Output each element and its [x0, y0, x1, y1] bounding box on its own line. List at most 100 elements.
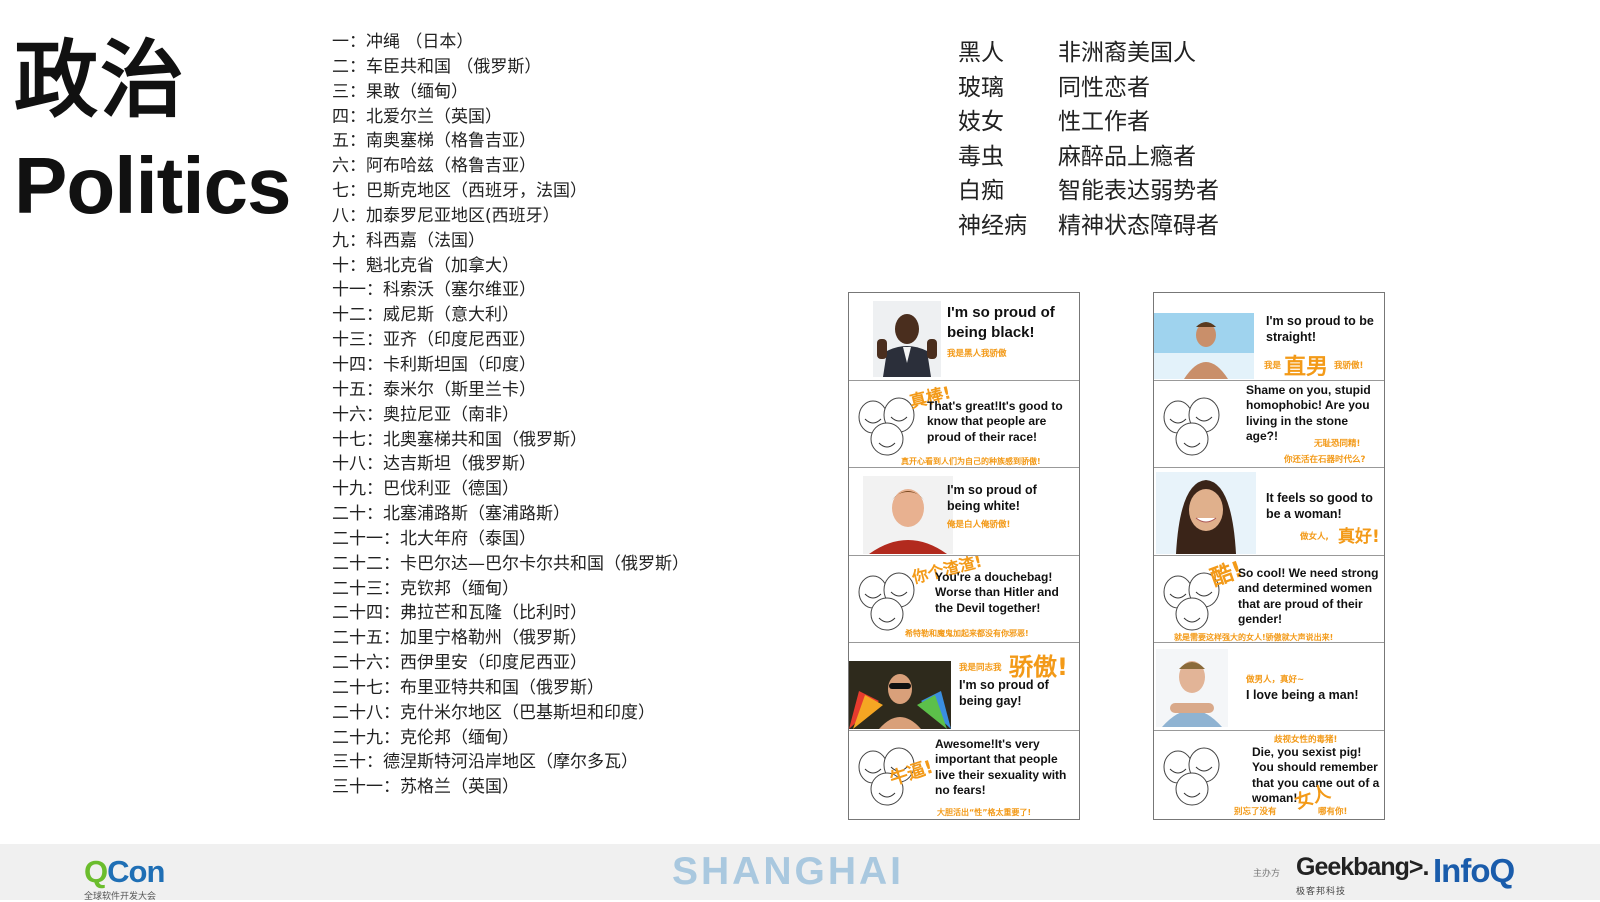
- comic-panel: 我是同志我 骄傲! I'm so proud of being gay!: [849, 643, 1079, 731]
- term-row: 毒虫 麻醉品上瘾者: [958, 137, 1219, 172]
- comic-caption-cn: 就是需要这样强大的女人!骄傲就大声说出来!: [1174, 632, 1334, 642]
- rage-faces-icon: [858, 747, 915, 805]
- region-item: 十：魁北克省（加拿大）: [332, 255, 519, 276]
- region-item: 九：科西嘉（法国）: [332, 230, 485, 251]
- term-row: 妓女 性工作者: [958, 102, 1219, 137]
- region-item: 八：加泰罗尼亚地区(西班牙）: [332, 205, 560, 226]
- man-rainbow-wings-photo: [849, 661, 951, 729]
- comic-caption-cn: 大胆活出“性”格太重要了!: [937, 807, 1032, 817]
- comic-panel: 酷! So cool! We need strong and determine…: [1154, 556, 1384, 643]
- region-item: 一：冲绳 （日本）: [332, 32, 474, 52]
- comic-caption-cn: 做女人,: [1300, 532, 1329, 542]
- term-new: 智能表达弱势者: [1058, 178, 1219, 205]
- comic-exclaim: 骄傲!: [1009, 653, 1068, 681]
- region-item: 二十八：克什米尔地区（巴基斯坦和印度）: [332, 702, 655, 723]
- region-item: 七：巴斯克地区（西班牙，法国）: [332, 181, 587, 202]
- region-item: 二十五：加里宁格勒州（俄罗斯）: [332, 628, 587, 649]
- comic-caption-cn: 我骄傲!: [1334, 361, 1364, 371]
- shirtless-man-beach-photo: [1154, 313, 1254, 379]
- rage-faces-icon: [1163, 572, 1220, 630]
- comic-caption-en: I'm so proud to be straight!: [1266, 314, 1374, 345]
- region-item: 五：南奥塞梯（格鲁吉亚）: [332, 131, 536, 152]
- region-item: 十八：达吉斯坦（俄罗斯）: [332, 454, 536, 475]
- comic-exclaim: 直男: [1284, 355, 1329, 380]
- comic-caption-en: Shame on you, stupid homophobic! Are you…: [1246, 382, 1371, 444]
- comic-caption-cn: 我是: [1264, 361, 1282, 371]
- term-new: 非洲裔美国人: [1058, 40, 1196, 66]
- geekbang-logo: Geekbang>.: [1296, 853, 1429, 881]
- comic-caption-en: I'm so proud of being black!: [947, 304, 1055, 341]
- region-item: 二十七：布里亚特共和国（俄罗斯）: [332, 677, 604, 698]
- city-label: SHANGHAI: [672, 850, 905, 893]
- region-item: 二十：北塞浦路斯（塞浦路斯）: [332, 504, 570, 525]
- rage-faces-icon: [858, 397, 915, 455]
- region-item: 十一：科索沃（塞尔维亚）: [332, 280, 536, 301]
- term-row: 神经病 精神状态障碍者: [958, 206, 1219, 241]
- region-item: 十五：泰米尔（斯里兰卡）: [332, 379, 536, 400]
- term-old: 玻璃: [958, 74, 1004, 101]
- term-new: 精神状态障碍者: [1058, 212, 1219, 239]
- region-item: 三十一：苏格兰（英国）: [332, 777, 519, 798]
- page-title-en: Politics: [14, 141, 292, 230]
- host-label: 主办方: [1253, 869, 1281, 879]
- term-old: 神经病: [958, 212, 1027, 239]
- region-item: 六：阿布哈兹（格鲁吉亚）: [332, 156, 536, 177]
- geekbang-subtitle: 极客邦科技: [1296, 887, 1347, 897]
- comic-caption-en: I'm so proud of being white!: [947, 483, 1037, 514]
- region-item: 二十二：卡巴尔达—巴尔卡尔共和国（俄罗斯）: [332, 553, 689, 574]
- qcon-logo-con: Con: [107, 854, 165, 889]
- comic-exclaim: 真好!: [1338, 527, 1380, 547]
- term-new: 性工作者: [1058, 109, 1150, 136]
- comic-caption-cn: 俺是白人俺骄傲!: [947, 520, 1011, 530]
- term-old: 妓女: [958, 109, 1004, 136]
- smiling-man-suit-photo: [873, 301, 941, 377]
- comic-panel: Shame on you, stupid homophobic! Are you…: [1154, 381, 1384, 468]
- term-old: 白痴: [958, 178, 1004, 205]
- comic-caption-en: So cool! We need strong and determined w…: [1238, 565, 1379, 627]
- term-row: 黑人 非洲裔美国人: [958, 33, 1219, 68]
- comic-caption-cn: 无耻恐同精!: [1314, 438, 1361, 449]
- comic-caption-en: It feels so good to be a woman!: [1266, 491, 1373, 522]
- comic-caption-en: I love being a man!: [1246, 688, 1359, 702]
- comic-panel: 真棒! That's great!It's good to know that …: [849, 381, 1079, 468]
- comic-panel: I'm so proud of being black! 我是黑人我骄傲: [849, 293, 1079, 381]
- region-item: 二：车臣共和国 （俄罗斯）: [332, 56, 542, 77]
- rage-faces-icon: [1163, 397, 1220, 455]
- term-old: 黑人: [958, 40, 1004, 66]
- footer-bar: QCon 全球软件开发大会 SHANGHAI 主办方 Geekbang>. 极客…: [0, 844, 1600, 902]
- comic-caption-cn: 你还活在石器时代么?: [1284, 454, 1366, 465]
- rage-faces-icon: [1163, 747, 1220, 805]
- comic-caption-cn: 希特勒和魔鬼加起来都没有你邪恶!: [905, 628, 1029, 638]
- comic-caption-cn: 真开心看到人们为自己的种族感到骄傲!: [901, 456, 1041, 466]
- qcon-logo-q: Q: [84, 854, 108, 889]
- region-item: 十三：亚齐（印度尼西亚）: [332, 330, 536, 351]
- region-item: 三十：德涅斯特河沿岸地区（摩尔多瓦）: [332, 752, 638, 773]
- region-item: 三：果敢（缅甸）: [332, 81, 468, 102]
- young-man-red-shirt-photo: [863, 476, 953, 554]
- region-item: 二十一：北大年府（泰国）: [332, 528, 536, 549]
- comic-strip-right: I'm so proud to be straight! 我是 直男 我骄傲! …: [1153, 292, 1385, 820]
- comic-caption-en: I'm so proud of being gay!: [959, 678, 1049, 709]
- comic-caption-cn: 哪有你!: [1318, 806, 1348, 817]
- comic-panel: I'm so proud to be straight! 我是 直男 我骄傲!: [1154, 293, 1384, 381]
- smiling-woman-photo: [1156, 472, 1256, 554]
- qcon-logo: QCon: [84, 854, 165, 890]
- qcon-subtitle: 全球软件开发大会: [84, 892, 157, 902]
- man-arms-crossed-photo: [1156, 649, 1228, 727]
- euphemism-table: 黑人 非洲裔美国人 玻璃 同性恋者 妓女 性工作者 毒虫 麻醉品上瘾者 白痴 智能表达弱势…: [958, 33, 1219, 241]
- page-title-zh: 政治: [14, 31, 187, 129]
- comic-caption-cn: 别忘了没有: [1234, 806, 1277, 817]
- term-new: 同性恋者: [1058, 74, 1150, 101]
- term-new: 麻醉品上瘾者: [1058, 143, 1196, 170]
- region-item: 二十四：弗拉芒和瓦隆（比利时）: [332, 603, 587, 624]
- comic-panel: It feels so good to be a woman! 做女人, 真好!: [1154, 468, 1384, 556]
- region-item: 十九：巴伐利亚（德国）: [332, 479, 519, 500]
- region-item: 十六：奥拉尼亚（南非）: [332, 404, 519, 425]
- comic-caption-en: That's great!It's good to know that peop…: [927, 398, 1063, 444]
- term-row: 玻璃 同性恋者: [958, 68, 1219, 103]
- comic-panel: 歧视女性的毒猪! Die, you sexist pig! You should…: [1154, 731, 1384, 819]
- region-item: 四：北爱尔兰（英国）: [332, 106, 502, 127]
- comic-caption-cn: 歧视女性的毒猪!: [1274, 734, 1338, 745]
- comic-caption-en: Awesome!It's very important that people …: [935, 736, 1067, 798]
- term-old: 毒虫: [958, 143, 1004, 170]
